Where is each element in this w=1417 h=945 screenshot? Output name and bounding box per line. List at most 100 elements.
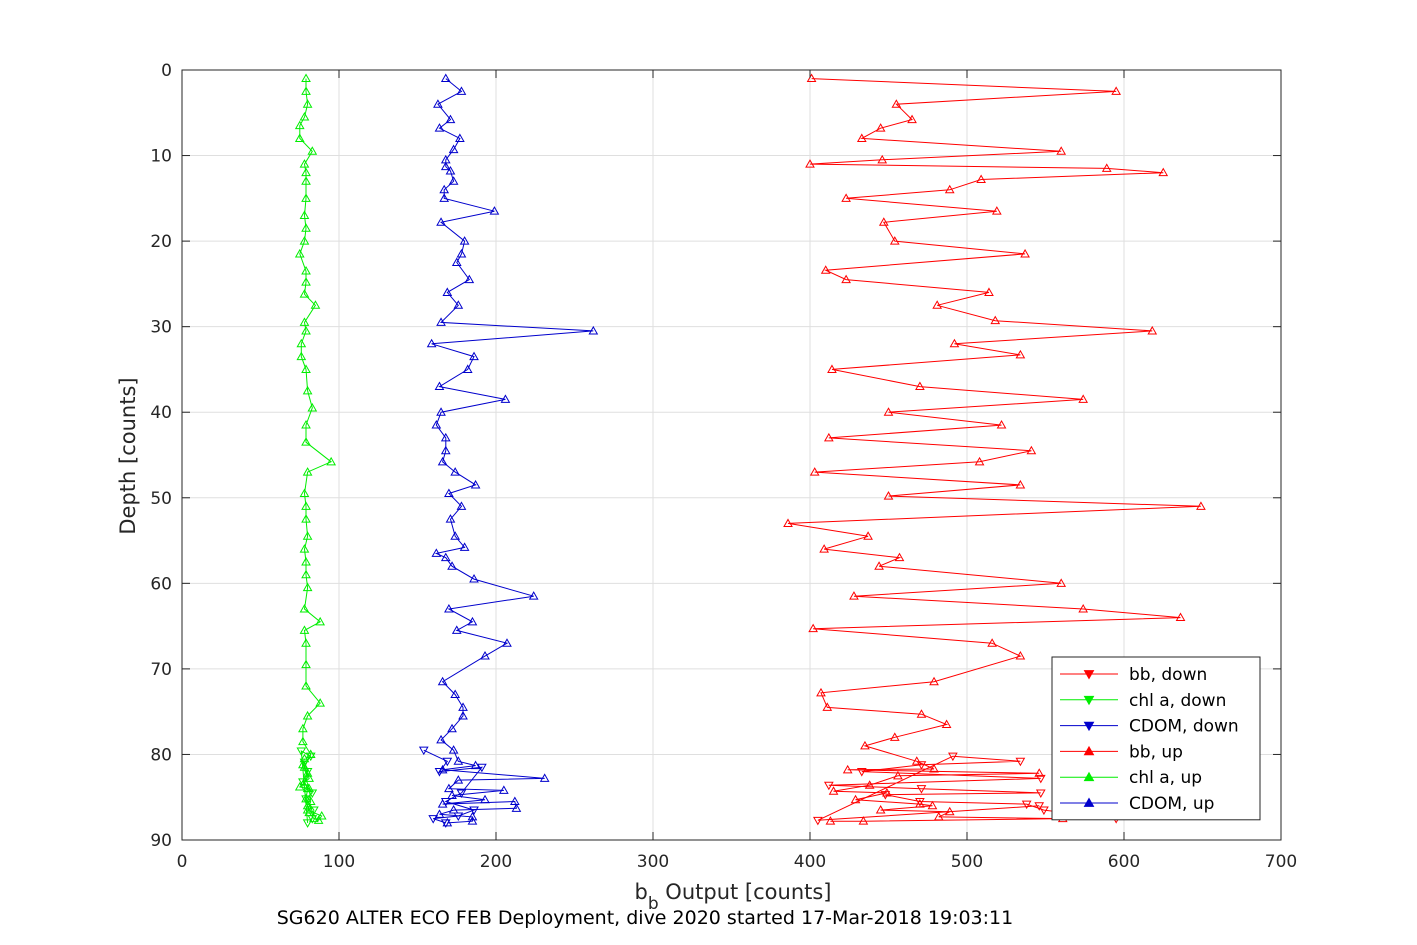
- data-point-cdom-up: [462, 364, 473, 373]
- legend-box: [1051, 656, 1261, 821]
- data-point-cdom-up: [459, 236, 470, 245]
- chart-caption: SG620 ALTER ECO FEB Deployment, dive 202…: [277, 907, 1013, 929]
- data-point-cdom-up: [464, 274, 475, 284]
- data-point-bb-up: [976, 174, 986, 184]
- data-point-bb-up: [820, 265, 831, 274]
- series-line-bb-up: [787, 78, 1201, 822]
- data-point-chl-a-down: [309, 806, 319, 816]
- data-point-cdom-down: [418, 746, 429, 756]
- data-point-bb-up: [941, 719, 952, 728]
- legend-label-bb-up: bb, up: [1129, 742, 1183, 762]
- data-point-bb-up: [915, 799, 925, 808]
- data-point-cdom-up: [436, 217, 446, 226]
- x-tick-label: 700: [1265, 852, 1297, 872]
- data-point-bb-up: [891, 99, 902, 108]
- data-point-cdom-up: [448, 745, 459, 754]
- data-point-cdom-up: [539, 773, 550, 782]
- data-point-cdom-up: [445, 165, 456, 175]
- data-point-chl-a-up: [301, 420, 311, 429]
- data-point-cdom-up: [447, 723, 457, 733]
- data-point-bb-up: [842, 764, 853, 774]
- x-tick-label: 600: [1108, 852, 1140, 872]
- data-point-chl-a-up: [299, 317, 310, 326]
- data-point-chl-a-up: [305, 749, 316, 758]
- data-point-chl-a-up: [301, 659, 311, 669]
- data-point-chl-a-down: [298, 778, 308, 787]
- data-point-chl-a-up: [302, 783, 313, 793]
- data-point-chl-a-up: [299, 236, 310, 245]
- data-point-chl-a-up: [294, 248, 305, 258]
- data-point-chl-a-up: [307, 146, 318, 155]
- data-point-chl-a-up: [302, 531, 313, 540]
- data-point-bb-up: [984, 287, 994, 296]
- data-point-cdom-up: [431, 548, 442, 557]
- data-point-bb-up: [1078, 394, 1089, 403]
- data-point-chl-a-up: [299, 289, 310, 298]
- data-point-bb-up: [987, 638, 997, 647]
- data-point-cdom-up: [437, 456, 448, 466]
- data-point-cdom-up: [440, 445, 451, 455]
- data-point-chl-a-up: [299, 112, 310, 121]
- data-point-cdom-up: [448, 144, 459, 154]
- data-point-cdom-up: [448, 805, 459, 814]
- data-point-bb-down: [1035, 789, 1046, 798]
- data-point-bb-up: [877, 154, 888, 164]
- data-point-cdom-up: [434, 381, 445, 391]
- y-axis-label: Depth [counts]: [116, 377, 140, 534]
- y-tick-label: 20: [150, 232, 172, 252]
- data-point-bb-up: [858, 816, 869, 825]
- data-point-bb-up: [875, 805, 886, 814]
- data-point-bb-up: [893, 770, 903, 780]
- data-point-cdom-up: [588, 325, 599, 335]
- data-point-cdom-up: [467, 616, 478, 626]
- data-point-bb-up: [783, 518, 793, 527]
- data-point-bb-up: [805, 159, 815, 168]
- data-point-bb-down: [1039, 806, 1049, 816]
- legend-label-bb-down: bb, down: [1129, 665, 1207, 685]
- x-tick-label: 500: [951, 852, 983, 872]
- data-point-cdom-up: [442, 287, 453, 296]
- x-axis-label-base: b: [634, 880, 647, 904]
- data-point-chl-a-up: [301, 437, 311, 446]
- data-point-chl-a-up: [304, 773, 315, 782]
- data-point-bb-up: [916, 709, 927, 718]
- data-point-chl-a-up: [301, 364, 311, 373]
- y-tick-label: 0: [161, 61, 172, 81]
- data-point-chl-a-up: [298, 759, 308, 769]
- data-point-cdom-up: [480, 794, 490, 804]
- data-point-chl-a-up: [294, 120, 305, 130]
- y-tick-label: 90: [150, 831, 172, 851]
- x-tick-label: 400: [794, 852, 826, 872]
- data-point-chl-a-up: [304, 807, 315, 817]
- data-point-cdom-up: [528, 591, 539, 600]
- data-point-chl-a-up: [301, 325, 311, 335]
- data-point-cdom-up: [470, 760, 481, 770]
- data-point-chl-a-down: [296, 747, 307, 757]
- x-tick-label: 200: [480, 852, 512, 872]
- data-point-bb-up: [878, 217, 889, 226]
- data-point-bb-down: [823, 781, 834, 791]
- data-point-bb-up: [863, 531, 873, 540]
- data-point-bb-up: [809, 467, 820, 476]
- data-point-cdom-up: [437, 764, 448, 774]
- data-point-chl-a-up: [301, 86, 311, 95]
- data-point-chl-a-up: [302, 385, 313, 395]
- data-point-bb-up: [806, 73, 817, 83]
- data-point-cdom-down: [440, 819, 451, 828]
- data-point-chl-a-up: [299, 776, 310, 786]
- y-tick-label: 80: [150, 745, 172, 765]
- data-point-cdom-up: [469, 574, 479, 583]
- data-point-chl-a-down: [302, 819, 313, 828]
- data-point-chl-a-up: [302, 582, 313, 592]
- y-tick-label: 60: [150, 574, 172, 594]
- data-point-cdom-down: [434, 768, 445, 777]
- data-point-cdom-up: [456, 501, 467, 510]
- x-tick-label: 0: [177, 852, 188, 872]
- data-point-cdom-up: [445, 114, 456, 124]
- data-point-bb-up: [944, 184, 955, 194]
- plot-frame: [181, 69, 1282, 841]
- data-point-bb-up: [856, 133, 867, 142]
- legend-label-chl-a-up: chl a, up: [1129, 768, 1202, 788]
- data-point-chl-a-up: [302, 467, 313, 476]
- data-point-bb-up: [991, 206, 1002, 215]
